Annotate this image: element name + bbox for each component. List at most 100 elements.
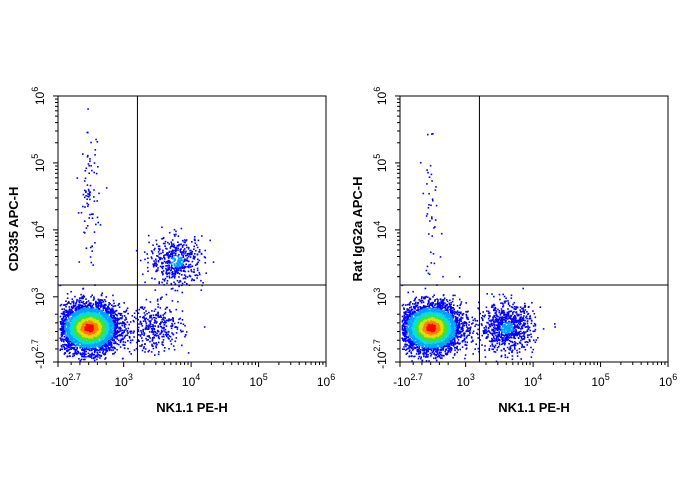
event-dot: [66, 314, 69, 317]
event-dot: [66, 355, 69, 357]
event-dot: [94, 334, 97, 336]
event-dot: [180, 322, 182, 325]
event-dot: [170, 276, 173, 279]
event-dot: [72, 315, 75, 317]
event-dot: [118, 318, 121, 320]
event-dot: [199, 273, 201, 276]
event-dot: [96, 317, 98, 320]
event-dot: [91, 319, 94, 322]
event-dot: [179, 280, 181, 282]
event-dot: [105, 341, 107, 343]
event-dot: [94, 321, 96, 323]
event-dot: [74, 323, 77, 326]
event-dot: [81, 348, 84, 351]
event-dot: [70, 309, 72, 311]
event-dot: [80, 353, 82, 355]
event-dot: [71, 340, 73, 343]
event-dot: [150, 325, 153, 328]
event-dot: [123, 344, 126, 347]
event-dot: [154, 331, 157, 333]
event-dot: [126, 332, 129, 334]
event-dot: [100, 327, 103, 329]
event-dot: [182, 323, 185, 325]
event-dot: [107, 328, 109, 330]
event-dot: [180, 268, 182, 270]
event-dot: [97, 326, 100, 328]
event-dot: [87, 315, 90, 317]
event-dot: [98, 313, 101, 316]
event-dot: [86, 332, 89, 335]
event-dot: [83, 310, 86, 312]
event-dot: [66, 326, 69, 329]
event-dot: [78, 297, 81, 300]
event-dot: [103, 303, 106, 306]
event-dot: [71, 310, 73, 312]
event-dot: [173, 258, 176, 260]
event-dot: [122, 338, 124, 341]
event-dot: [73, 336, 75, 338]
event-dot: [85, 310, 87, 313]
event-dot: [69, 333, 71, 336]
event-dot: [164, 245, 166, 247]
event-dot: [142, 273, 144, 276]
event-dot: [90, 310, 93, 313]
event-dot: [144, 281, 146, 284]
event-dot: [82, 297, 84, 300]
event-dot: [171, 270, 174, 273]
event-dot: [83, 350, 86, 352]
event-dot: [95, 318, 98, 321]
event-dot: [181, 319, 184, 321]
event-dot: [104, 316, 107, 318]
event-dot: [180, 270, 183, 272]
event-dot: [65, 316, 68, 319]
event-dot: [189, 275, 192, 278]
event-dot: [62, 329, 64, 331]
event-dot: [80, 326, 83, 328]
event-dot: [88, 190, 90, 192]
event-dot: [177, 265, 179, 268]
event-dot: [173, 263, 176, 265]
event-dot: [92, 318, 95, 320]
event-dot: [155, 335, 158, 337]
event-dot: [85, 313, 87, 315]
event-dot: [162, 265, 165, 268]
event-dot: [170, 263, 173, 266]
event-dot: [168, 266, 171, 269]
event-dot: [73, 327, 76, 330]
event-dot: [109, 309, 112, 312]
event-dot: [155, 345, 157, 347]
event-dot: [103, 299, 106, 301]
event-dot: [105, 309, 107, 312]
event-dot: [155, 258, 157, 261]
event-dot: [83, 349, 86, 351]
event-dot: [108, 317, 110, 320]
event-dot: [84, 305, 87, 307]
event-dot: [99, 333, 101, 336]
event-dot: [96, 325, 99, 328]
event-dot: [63, 311, 65, 314]
event-dot: [68, 326, 71, 329]
event-dot: [83, 320, 85, 323]
event-dot: [89, 354, 92, 356]
event-dot: [108, 335, 110, 338]
event-dot: [60, 335, 63, 338]
event-dot: [99, 341, 102, 344]
event-dot: [104, 322, 107, 324]
event-dot: [154, 354, 156, 356]
event-dot: [88, 329, 91, 332]
event-dot: [78, 305, 81, 308]
event-dot: [138, 340, 140, 342]
event-dot: [110, 315, 112, 317]
event-dot: [110, 342, 113, 344]
event-dot: [94, 330, 97, 332]
event-dot: [60, 344, 63, 347]
event-dot: [73, 341, 76, 344]
event-dot: [155, 322, 157, 324]
event-dot: [175, 230, 177, 233]
event-dot: [82, 349, 85, 352]
event-dot: [171, 332, 173, 334]
event-dot: [81, 312, 83, 315]
event-dot: [149, 337, 151, 339]
event-dot: [147, 339, 149, 341]
event-dot: [80, 316, 82, 318]
